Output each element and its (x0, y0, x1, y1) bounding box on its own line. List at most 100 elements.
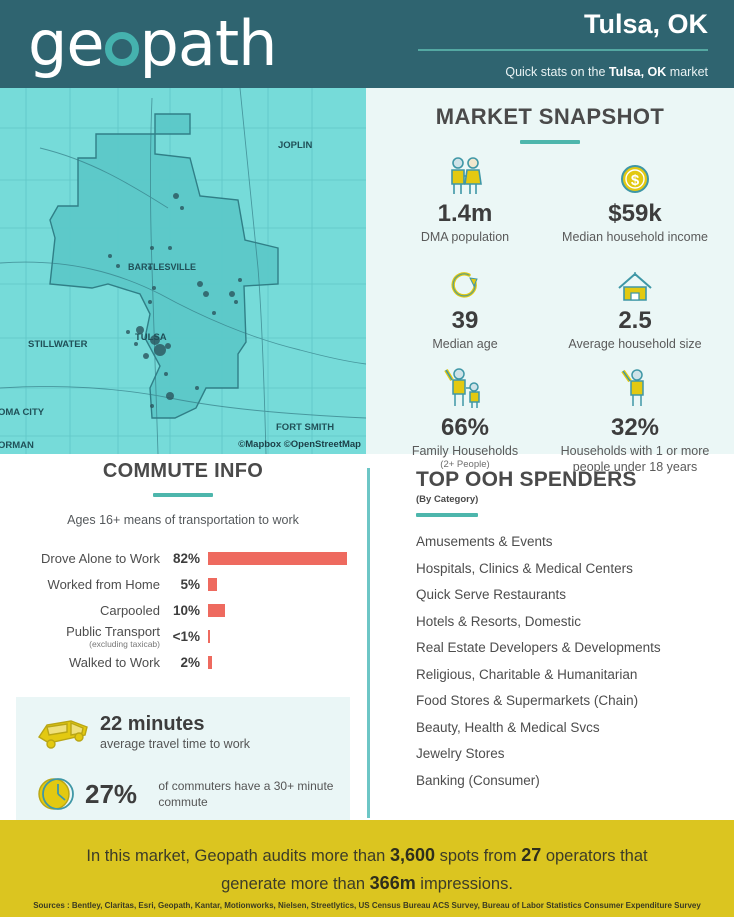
footer-sources: Sources : Bentley, Claritas, Esri, Geopa… (33, 901, 701, 910)
bar-value-label: 10% (172, 602, 200, 618)
market-map[interactable]: JOPLIN BARTLESVILLE STILLWATER OMA CITY … (0, 88, 366, 454)
page-header: ge path Tulsa, OK Quick stats on the Tuls… (0, 0, 734, 88)
bar-value-label: 2% (180, 654, 200, 670)
spenders-title: TOP OOH SPENDERS (416, 468, 637, 491)
subtitle-suffix: market (666, 65, 708, 79)
bar-track (208, 649, 350, 675)
stat-value: $59k (608, 200, 662, 227)
footer-operators-count: 27 (521, 845, 542, 865)
snapshot-title-rule (520, 140, 580, 144)
svg-text:$: $ (631, 172, 640, 189)
stat-dma-population: 1.4m DMA population (380, 152, 550, 245)
stat-value: 2.5 (618, 307, 652, 334)
page-title: Tulsa, OK (583, 9, 708, 39)
list-item: Hotels & Resorts, Domestic (416, 613, 582, 629)
bar-label-note: (excluding taxicab) (89, 638, 160, 649)
bar-track (208, 623, 350, 649)
map-graphic: JOPLIN BARTLESVILLE STILLWATER OMA CITY … (0, 88, 366, 454)
stat-value: 39 (451, 307, 479, 334)
bar-row: Worked from Home 5% (0, 571, 350, 597)
couple-icon (380, 152, 550, 196)
map-label-bartlesville: BARTLESVILLE (128, 262, 196, 272)
spenders-list: Amusements & Events Hospitals, Clinics &… (416, 529, 734, 794)
commute-title-rule (153, 493, 213, 497)
refresh-circle-icon (380, 259, 550, 303)
logo-ring-icon (104, 32, 139, 66)
map-label-fort-smith: FORT SMITH (276, 422, 334, 433)
stat-label: Median age (432, 337, 498, 351)
stat-label: DMA population (420, 230, 510, 244)
commute-bar-chart: Drove Alone to Work 82% Worked from Home… (0, 545, 366, 675)
stat-value: 66% (440, 414, 490, 441)
snapshot-title: MARKET SNAPSHOT (435, 104, 665, 129)
list-item: Real Estate Developers & Developments (416, 640, 661, 655)
list-item: Beauty, Health & Medical Svcs (416, 719, 600, 735)
travel-time-box: 22 minutes average travel time to work 2… (16, 697, 350, 825)
stat-label: Average household size (568, 337, 702, 351)
spenders-title-rule (416, 513, 478, 517)
list-item: Hospitals, Clinics & Medical Centers (416, 560, 633, 576)
stat-family-households: 66% Family Households (2+ People) (380, 366, 550, 475)
commute-note: Ages 16+ means of transportation to work (67, 513, 299, 527)
bar-label: Carpooled (100, 602, 160, 618)
map-label-tulsa: TULSA (135, 332, 167, 343)
subtitle-prefix: Quick stats on the (505, 65, 609, 79)
adult-child-icon (380, 366, 550, 410)
list-item: Food Stores & Supermarkets (Chain) (416, 693, 639, 708)
clock-icon (26, 771, 85, 817)
list-item: Religious, Charitable & Humanitarian (416, 666, 638, 682)
footer-summary: In this market, Geopath audits more than… (0, 820, 734, 898)
bar-track (208, 545, 350, 571)
stat-median-income: $ $59k Median household income (550, 152, 720, 245)
bar-label: Drove Alone to Work (41, 550, 160, 566)
spenders-subtitle: (By Category) (416, 494, 479, 505)
stat-label: Family Households (411, 444, 519, 458)
stat-household-size: 2.5 Average household size (550, 259, 720, 352)
header-divider (418, 49, 708, 51)
footer-text-d: impressions. (415, 875, 513, 893)
stat-median-age: 39 Median age (380, 259, 550, 352)
commute-title: COMMUTE INFO (102, 460, 264, 482)
car-icon (26, 711, 100, 753)
bar-row: Walked to Work 2% (0, 649, 350, 675)
bar-track (208, 571, 350, 597)
market-snapshot-panel: MARKET SNAPSHOT 1. (366, 88, 734, 474)
travel-time-value: 22 minutes (100, 713, 205, 735)
list-item: Banking (Consumer) (416, 772, 540, 788)
footer-text-c: operators that generate more than (221, 847, 648, 893)
bar-value-label: <1% (172, 628, 200, 644)
stat-sublabel: (2+ People) (440, 459, 490, 470)
coin-dollar-icon: $ (550, 152, 720, 196)
map-label-oklahoma-city: OMA CITY (0, 407, 45, 418)
list-item: Jewelry Stores (416, 746, 505, 761)
stat-label: Households with 1 or more people under 1… (560, 444, 710, 474)
commute-info-panel: COMMUTE INFO Ages 16+ means of transport… (0, 460, 366, 825)
map-label-joplin: JOPLIN (278, 140, 312, 151)
bar-fill (208, 603, 226, 617)
travel-time-label: average travel time to work (100, 737, 251, 751)
bar-label: Worked from Home (47, 576, 160, 592)
bar-fill (208, 551, 348, 565)
column-divider (367, 468, 370, 818)
bar-label: Walked to Work (68, 654, 160, 670)
stat-value: 32% (610, 414, 660, 441)
person-waving-icon (550, 366, 720, 410)
bar-fill (208, 629, 210, 643)
footer-spots-count: 3,600 (389, 845, 435, 865)
footer-impressions-count: 366m (369, 873, 416, 893)
map-label-stillwater: STILLWATER (28, 339, 88, 350)
stat-under18-households: 32% Households with 1 or more people und… (550, 366, 720, 475)
footer-text-b: spots from (434, 847, 522, 865)
footer-text-a: In this market, Geopath audits more than (86, 847, 390, 865)
bar-fill (208, 577, 217, 591)
stat-value: 1.4m (437, 200, 493, 227)
stat-label: Median household income (562, 230, 708, 244)
map-attribution: ©Mapbox ©OpenStreetMap (238, 439, 361, 450)
bar-label-main: Public Transport (66, 623, 160, 639)
list-item: Amusements & Events (416, 534, 553, 549)
bar-row: Drove Alone to Work 82% (0, 545, 350, 571)
house-icon (550, 259, 720, 303)
header-subtitle: Quick stats on the Tulsa, OK market (398, 51, 708, 79)
top-ooh-spenders-panel: TOP OOH SPENDERS (By Category) Amusement… (380, 460, 734, 820)
